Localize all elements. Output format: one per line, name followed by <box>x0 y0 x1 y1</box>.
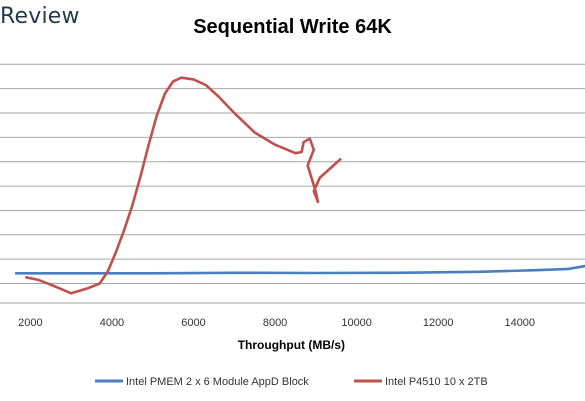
x-tick-label: 4000 <box>100 317 124 329</box>
legend: Intel PMEM 2 x 6 Module AppD Block Intel … <box>95 376 488 388</box>
series-lines <box>14 76 585 295</box>
series-line-1 <box>14 264 585 275</box>
chart-title: Sequential Write 64K <box>193 16 392 38</box>
x-axis-title: Throughput (MB/s) <box>238 338 345 352</box>
legend-label: Intel PMEM 2 x 6 Module AppD Block <box>126 376 309 388</box>
x-tick-label: 6000 <box>181 317 205 329</box>
legend-label: Intel P4510 10 x 2TB <box>385 376 488 388</box>
x-tick-labels: 2000 4000 6000 8000 10000 12000 14000 <box>18 317 535 329</box>
x-tick-label: 2000 <box>18 317 42 329</box>
brand-logo: Review <box>0 4 80 29</box>
x-tick-label: 12000 <box>423 317 454 329</box>
x-tick-label: 10000 <box>341 317 372 329</box>
gridlines <box>0 63 585 285</box>
x-tick-label: 14000 <box>504 317 535 329</box>
series-line-2 <box>25 76 342 295</box>
x-tick-label: 8000 <box>263 317 287 329</box>
